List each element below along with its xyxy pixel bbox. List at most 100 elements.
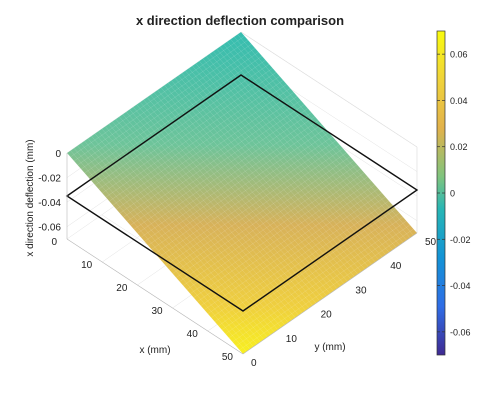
- y-axis-label: y (mm): [314, 342, 345, 353]
- x-tick-label: 20: [116, 283, 128, 294]
- x-tick-label: 0: [51, 237, 57, 248]
- colorbar-gradient: [437, 31, 445, 355]
- colorbar-tick-label: 0: [450, 189, 455, 199]
- mesh-line: [190, 172, 365, 294]
- colorbar-tick-label: -0.04: [450, 281, 471, 291]
- x-tick-label: 40: [187, 329, 199, 340]
- mesh-line: [119, 92, 294, 214]
- mesh-line: [112, 84, 287, 206]
- mesh-line: [186, 168, 361, 290]
- mesh-line: [122, 114, 299, 316]
- y-tick-label: 10: [286, 334, 298, 345]
- mesh-line: [80, 47, 256, 170]
- mesh-line: [164, 85, 341, 287]
- mesh-line: [139, 102, 317, 304]
- mesh-line: [143, 99, 320, 301]
- mesh-line: [150, 94, 327, 297]
- mesh-line: [123, 96, 298, 218]
- mesh-line: [223, 43, 400, 246]
- z-tick-label: 0: [55, 149, 61, 160]
- x-axis-label: x (mm): [139, 345, 170, 356]
- mesh-line: [168, 148, 344, 270]
- y-tick-label: 20: [321, 310, 333, 321]
- mesh-line: [172, 152, 347, 274]
- deflection-surface: [66, 31, 418, 355]
- mesh-line: [137, 112, 312, 234]
- mesh-line: [115, 118, 292, 321]
- z-axis-label: x direction deflection (mm): [25, 139, 36, 256]
- colorbar-tick-label: 0.06: [450, 50, 468, 60]
- colorbar-tick-label: 0.02: [450, 142, 468, 152]
- mesh-line: [206, 56, 383, 258]
- reference-plane-outline: [65, 74, 419, 312]
- mesh-line: [98, 68, 273, 190]
- mesh-line: [70, 35, 245, 158]
- mesh-line: [221, 208, 396, 331]
- surface-patch: [67, 32, 417, 354]
- reference-plane: [65, 74, 419, 312]
- mesh-line: [204, 188, 379, 310]
- mesh-line: [91, 59, 266, 182]
- mesh-line: [73, 39, 249, 162]
- mesh-line: [199, 60, 376, 263]
- mesh-line: [77, 43, 252, 166]
- mesh-line: [151, 128, 326, 250]
- mesh-line: [105, 76, 280, 198]
- mesh-line: [200, 184, 375, 306]
- mesh-line: [161, 140, 337, 262]
- z-tick-label: -0.06: [38, 223, 61, 234]
- mesh-line: [237, 34, 414, 236]
- mesh-line: [153, 92, 331, 294]
- x-axis-line: [66, 238, 244, 355]
- mesh-line: [84, 51, 259, 174]
- mesh-line: [119, 116, 296, 318]
- mesh-line: [209, 53, 386, 255]
- mesh-line: [178, 75, 355, 277]
- mesh-line: [126, 111, 303, 313]
- mesh-line: [105, 126, 282, 328]
- mesh-line: [133, 108, 308, 230]
- y-tick-label: 0: [251, 358, 257, 369]
- mesh-line: [109, 80, 284, 202]
- mesh-line: [185, 70, 362, 272]
- mesh-line: [171, 80, 348, 282]
- mesh-line: [136, 104, 313, 306]
- z-tick-label: -0.02: [38, 174, 61, 185]
- mesh-line: [157, 89, 334, 292]
- mesh-line: [213, 51, 390, 253]
- y-tick-label: 50: [425, 237, 437, 248]
- mesh-line: [188, 68, 365, 270]
- mesh-line: [95, 63, 270, 186]
- x-tick-label: 50: [222, 352, 234, 363]
- mesh-line: [165, 144, 340, 266]
- mesh-line: [88, 55, 263, 178]
- mesh-line: [84, 140, 261, 343]
- mesh-line: [154, 132, 330, 254]
- mesh-line: [181, 73, 358, 275]
- mesh-line: [233, 36, 411, 238]
- mesh-line: [112, 121, 289, 323]
- mesh-line: [144, 120, 319, 242]
- mesh-line: [147, 124, 323, 246]
- mesh-line: [70, 150, 247, 352]
- mesh-line: [211, 196, 386, 318]
- mesh-line: [146, 97, 324, 299]
- mesh-line: [226, 41, 404, 243]
- mesh-line: [179, 160, 354, 282]
- mesh-line: [132, 106, 310, 309]
- mesh-line: [116, 88, 291, 210]
- mesh-line: [214, 200, 389, 323]
- mesh-line: [207, 192, 382, 314]
- mesh-line: [197, 180, 372, 302]
- mesh-line: [91, 135, 268, 338]
- mesh-line: [101, 128, 278, 330]
- mesh-line: [102, 72, 277, 194]
- mesh-line: [80, 143, 258, 345]
- mesh-line: [174, 77, 352, 280]
- y-axis: 0 10 20 30 40 50: [242, 232, 437, 369]
- x-tick-label: 30: [151, 306, 163, 317]
- mesh-line: [228, 216, 404, 339]
- mesh-line: [77, 145, 254, 347]
- mesh-line: [235, 224, 411, 347]
- mesh-line: [98, 131, 275, 333]
